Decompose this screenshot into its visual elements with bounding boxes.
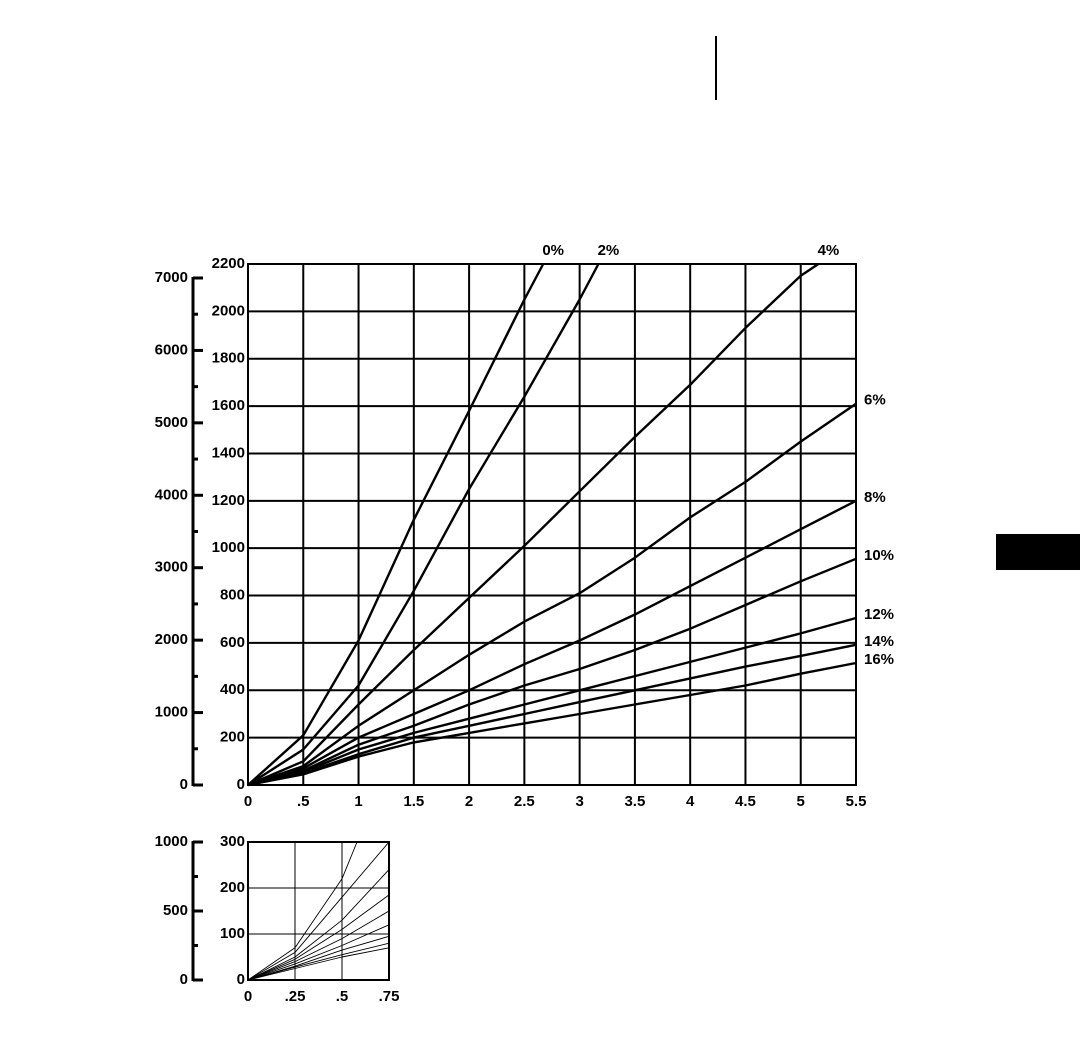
y2-tick-label: 5000 <box>155 414 188 431</box>
x-tick-label: 1 <box>354 793 362 810</box>
y-tick-label: 1400 <box>212 444 245 461</box>
y-tick-label: 1200 <box>212 492 245 509</box>
data-line <box>247 661 857 787</box>
x-tick-label: 4.5 <box>735 793 756 810</box>
y-tick-label: 100 <box>220 925 245 942</box>
data-line <box>247 402 857 787</box>
y-tick-label: 200 <box>220 879 245 896</box>
data-line <box>247 263 600 787</box>
plot-frame <box>247 263 857 786</box>
x-tick-label: 5 <box>797 793 805 810</box>
x-tick-label: 2 <box>465 793 473 810</box>
y-tick-label: 800 <box>220 587 245 604</box>
data-line <box>247 924 390 981</box>
y2-tick-label: 3000 <box>155 559 188 576</box>
y2-tick-label: 0 <box>180 776 188 793</box>
data-line <box>247 263 820 787</box>
data-line <box>247 616 857 787</box>
x-tick-label: .75 <box>379 988 400 1005</box>
y-tick-label: 0 <box>237 971 245 988</box>
x-tick-label: .5 <box>297 793 310 810</box>
x-tick-label: 0 <box>244 793 252 810</box>
x-tick-label: 5.5 <box>846 793 867 810</box>
series-label: 2% <box>598 242 620 259</box>
series-label: 16% <box>864 651 894 668</box>
y2-tick-label: 1000 <box>155 833 188 850</box>
y-tick-label: 1000 <box>212 539 245 556</box>
data-line <box>247 935 390 981</box>
data-line <box>247 557 857 787</box>
y2-tick-label: 7000 <box>155 269 188 286</box>
y-tick-label: 400 <box>220 681 245 698</box>
x-tick-label: 2.5 <box>514 793 535 810</box>
y2-tick-label: 2000 <box>155 631 188 648</box>
series-label: 6% <box>864 392 886 409</box>
data-line <box>247 869 390 981</box>
y-tick-label: 300 <box>220 833 245 850</box>
x-tick-label: .25 <box>285 988 306 1005</box>
y2-tick-label: 0 <box>180 971 188 988</box>
data-line <box>247 643 857 787</box>
data-line <box>247 499 857 787</box>
y-tick-label: 1600 <box>212 397 245 414</box>
series-label: 12% <box>864 606 894 623</box>
series-label: 4% <box>818 242 840 259</box>
y2-tick-label: 500 <box>163 902 188 919</box>
data-line <box>247 263 545 786</box>
x-tick-label: .5 <box>336 988 349 1005</box>
series-label: 0% <box>542 242 564 259</box>
x-tick-label: 0 <box>244 988 252 1005</box>
y2-tick-label: 4000 <box>155 486 188 503</box>
data-line <box>247 841 358 981</box>
y2-tick-label: 1000 <box>155 704 188 721</box>
data-line <box>247 841 390 981</box>
data-line <box>247 947 390 981</box>
x-tick-label: 3 <box>575 793 583 810</box>
series-label: 8% <box>864 489 886 506</box>
series-label: 10% <box>864 547 894 564</box>
y-tick-label: 2000 <box>212 302 245 319</box>
x-tick-label: 4 <box>686 793 695 810</box>
y-tick-label: 2200 <box>212 255 245 272</box>
data-line <box>247 894 390 981</box>
data-line <box>247 942 390 981</box>
y2-tick-label: 6000 <box>155 341 188 358</box>
page-tab <box>996 534 1080 570</box>
data-line <box>247 910 390 981</box>
y-tick-label: 1800 <box>212 350 245 367</box>
y-tick-label: 600 <box>220 634 245 651</box>
y-tick-label: 0 <box>237 776 245 793</box>
x-tick-label: 1.5 <box>403 793 424 810</box>
y-tick-label: 200 <box>220 729 245 746</box>
x-tick-label: 3.5 <box>624 793 645 810</box>
plot-frame <box>247 841 390 981</box>
series-label: 14% <box>864 633 894 650</box>
